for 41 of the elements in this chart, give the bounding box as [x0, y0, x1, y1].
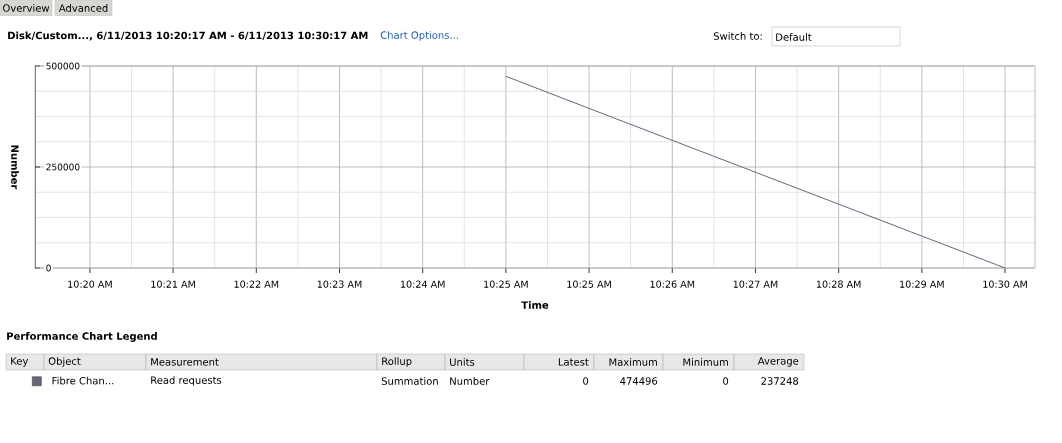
- text: Switch to:: [713, 32, 762, 40]
- text: Overview: [3, 4, 50, 12]
- text: Minimum: [683, 358, 728, 366]
- x-tick-label: 10:24 AM: [400, 280, 445, 288]
- y-axis-title: Number: [11, 145, 19, 190]
- x-tick-label: 10:20 AM: [68, 280, 112, 288]
- text: Summation: [381, 377, 438, 385]
- text: Default: [776, 33, 812, 41]
- x-tick-label: 10:30 AM: [983, 280, 1027, 288]
- text: Units: [450, 358, 475, 366]
- legend-label: Fibre Chan...: [52, 376, 114, 385]
- x-tick-label: 10:21 AM: [151, 280, 195, 288]
- y-tick-label: 250000: [46, 163, 80, 171]
- text: Chart Options...: [380, 31, 458, 41]
- chart-title: Disk/Custom..., 6/11/2013 10:20:17 AM - 6/11/2013 10:30:17 AM: [8, 31, 368, 41]
- text: 237248: [761, 377, 799, 385]
- text: Object: [48, 357, 81, 367]
- text: Maximum: [609, 358, 657, 366]
- x-tick-label: 10:22 AM: [234, 280, 279, 288]
- y-tick-label: 0: [46, 264, 51, 272]
- x-axis-title: Time: [521, 301, 549, 309]
- x-tick-label: 10:25 AM: [567, 280, 611, 288]
- text: Measurement: [151, 358, 219, 366]
- legend-title: Performance Chart Legend: [7, 332, 157, 342]
- text: 0: [583, 377, 589, 385]
- x-tick-label: 10:23 AM: [317, 280, 362, 288]
- text: 474496: [620, 377, 658, 385]
- x-tick-label: 10:25 AM: [484, 280, 528, 288]
- text: Latest: [558, 358, 589, 366]
- text: Average: [757, 357, 799, 367]
- x-tick-label: 10:28 AM: [816, 280, 861, 288]
- y-tick-label: 500000: [46, 62, 80, 70]
- text: Read requests: [151, 376, 222, 386]
- text: Advanced: [58, 4, 108, 12]
- text: Number: [450, 377, 490, 385]
- x-tick-label: 10:29 AM: [900, 280, 944, 288]
- text: Key: [11, 357, 29, 367]
- x-tick-label: 10:26 AM: [650, 280, 695, 288]
- x-tick-label: 10:27 AM: [733, 280, 778, 288]
- text: 0: [723, 377, 729, 385]
- text: Rollup: [382, 357, 412, 367]
